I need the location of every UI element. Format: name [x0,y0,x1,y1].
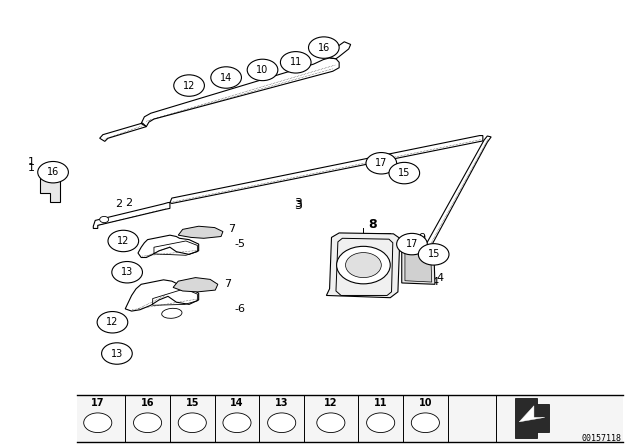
Text: 8: 8 [368,217,377,231]
Text: ~~~: ~~~ [189,282,206,288]
Text: 1: 1 [28,163,35,173]
Text: 13: 13 [111,349,123,358]
Polygon shape [178,226,223,238]
Text: 12: 12 [324,398,338,408]
Text: 13: 13 [121,267,133,277]
Polygon shape [173,278,218,292]
Polygon shape [402,244,435,284]
Text: 16: 16 [47,167,59,177]
Text: 3: 3 [294,199,301,212]
Circle shape [412,413,440,433]
Circle shape [84,413,112,433]
Circle shape [268,413,296,433]
Circle shape [346,253,381,278]
Text: 12: 12 [183,81,195,90]
Text: 3: 3 [294,198,301,211]
Circle shape [102,343,132,364]
Circle shape [100,216,109,223]
Circle shape [134,413,162,433]
Circle shape [366,152,397,174]
Text: 14: 14 [230,398,244,408]
Circle shape [280,52,311,73]
Text: 17: 17 [375,158,387,168]
Text: 15: 15 [428,250,440,259]
Circle shape [223,413,251,433]
Circle shape [97,311,128,333]
Text: 16: 16 [317,43,330,52]
Text: 11: 11 [374,398,387,408]
Circle shape [397,233,428,255]
Text: 10: 10 [257,65,269,75]
Text: 4: 4 [431,277,438,287]
Text: 10: 10 [419,398,432,408]
Text: 7: 7 [228,224,236,234]
Circle shape [317,413,345,433]
Circle shape [367,413,395,433]
Text: 12: 12 [117,236,129,246]
Text: 15: 15 [398,168,410,178]
Circle shape [173,75,204,96]
Text: 14: 14 [220,73,232,82]
Text: 16: 16 [141,398,154,408]
Polygon shape [515,398,548,439]
Text: 4: 4 [436,273,444,284]
Text: 13: 13 [275,398,289,408]
Bar [77,395,623,442]
Text: -5: -5 [235,239,246,249]
Polygon shape [405,247,432,282]
Text: -6: -6 [235,304,246,314]
Text: ~~~: ~~~ [190,229,207,235]
Circle shape [108,230,139,252]
Circle shape [337,246,390,284]
Text: 17: 17 [406,239,418,249]
Text: 17: 17 [91,398,104,408]
Text: 00157118: 00157118 [581,434,621,443]
Circle shape [112,262,143,283]
Text: 9: 9 [419,233,426,243]
Circle shape [178,413,206,433]
Polygon shape [326,233,400,297]
Circle shape [247,59,278,81]
Polygon shape [40,169,60,202]
Polygon shape [519,406,545,422]
Text: 2: 2 [115,199,122,209]
Text: 15: 15 [186,398,199,408]
Circle shape [419,244,449,265]
Circle shape [38,161,68,183]
Circle shape [211,67,241,88]
Text: 2: 2 [125,198,132,207]
Text: 7: 7 [224,279,231,289]
Circle shape [389,162,420,184]
Text: 1: 1 [28,157,35,168]
Circle shape [308,37,339,58]
Text: 11: 11 [290,57,302,67]
Text: 12: 12 [106,317,118,327]
